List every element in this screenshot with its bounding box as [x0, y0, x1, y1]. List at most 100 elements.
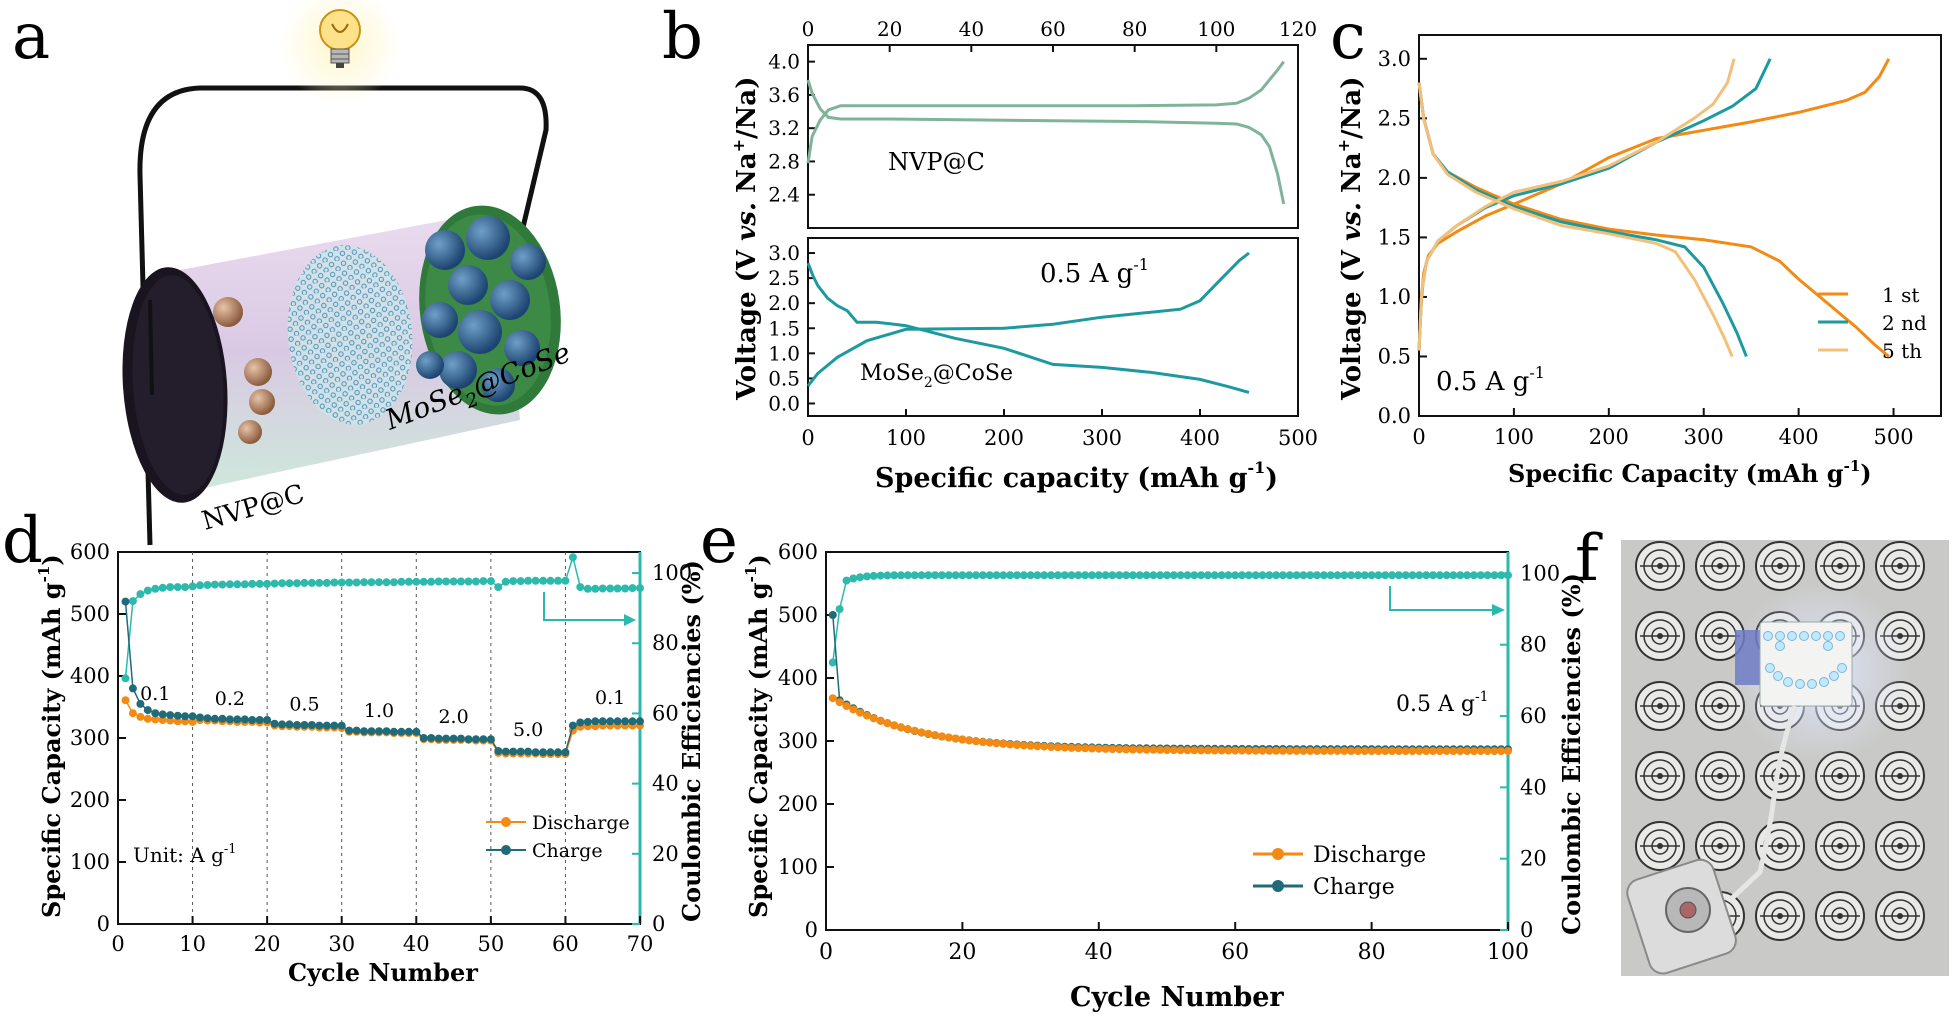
- d-x-axis-label: Cycle Number: [288, 958, 478, 987]
- e-point-discharge: [849, 705, 858, 714]
- e-y2-tick-label: 80: [1520, 633, 1547, 657]
- e-point-discharge: [897, 723, 905, 732]
- d-y-tick-label: 300: [70, 726, 110, 750]
- legend-e-discharge: Discharge: [1313, 843, 1426, 868]
- c-x-axis-label: Specific Capacity (mAh g-1): [1508, 457, 1872, 488]
- led-dot: [1811, 631, 1821, 641]
- e-point-discharge: [937, 732, 946, 741]
- d-point-ce: [330, 578, 339, 587]
- e-point-discharge: [869, 714, 878, 723]
- e-point-ce: [1258, 571, 1267, 580]
- d-point-ce: [128, 597, 137, 606]
- photo-target-icon: [1695, 751, 1745, 801]
- d-point-discharge: [173, 717, 182, 726]
- d-point-charge: [181, 712, 190, 721]
- e-point-ce: [1033, 571, 1042, 580]
- photo-target-icon: [1815, 541, 1865, 591]
- plot-frame-c: [1418, 34, 1942, 417]
- d-point-charge: [412, 727, 421, 736]
- d-point-ce: [166, 583, 175, 592]
- e-point-discharge: [1244, 746, 1253, 755]
- d-point-ce: [568, 553, 577, 562]
- e-point-ce: [903, 571, 912, 580]
- d-y2-tick-label: 60: [652, 701, 679, 725]
- d-y2-axis-label: Coulombic Efficiencies (%): [677, 560, 706, 922]
- d-point-ce: [554, 576, 562, 585]
- d-point-ce: [307, 578, 316, 587]
- d-point-ce: [546, 576, 555, 585]
- c-y-tick-label: 1.0: [1378, 285, 1411, 309]
- d-point-ce: [471, 577, 480, 586]
- e-point-ce: [1354, 571, 1362, 580]
- e-point-discharge: [1238, 746, 1246, 755]
- led-dot: [1819, 677, 1829, 687]
- e-point-ce: [1340, 571, 1349, 580]
- e-point-ce: [917, 571, 926, 580]
- d-y-tick-label: 400: [70, 664, 110, 688]
- e-y-tick-label: 100: [778, 855, 818, 879]
- d-point-charge: [367, 727, 376, 736]
- d-y2-tick-label: 20: [652, 842, 679, 866]
- e-point-discharge: [978, 738, 987, 746]
- e-y-tick-label: 400: [778, 666, 818, 690]
- d-point-discharge: [121, 696, 130, 705]
- c-y-tick-label: 0.5: [1378, 344, 1411, 368]
- legend-d-charge: Charge: [532, 840, 603, 862]
- b-bottom-y-tick-label: 1.0: [768, 341, 800, 365]
- d-point-charge: [568, 721, 577, 730]
- e-point-discharge: [1006, 740, 1015, 749]
- d-point-ce: [389, 578, 398, 587]
- e-point-ce: [965, 571, 974, 580]
- d-point-charge: [330, 721, 339, 730]
- led-dot: [1837, 663, 1847, 673]
- d-point-ce: [457, 577, 465, 586]
- d-point-ce: [561, 576, 570, 585]
- b-top-y-tick-label: 3.6: [768, 83, 800, 107]
- d-point-charge: [554, 748, 562, 757]
- e-point-discharge: [890, 721, 899, 730]
- d-point-ce: [449, 577, 458, 586]
- e-point-discharge: [1354, 747, 1362, 755]
- e-point-ce: [1497, 571, 1506, 580]
- e-point-ce: [835, 605, 844, 614]
- c-x-tick-label: 400: [1779, 425, 1819, 449]
- b-bottom-series: [806, 251, 1250, 394]
- d-point-ce: [210, 580, 219, 589]
- d-point-charge: [225, 715, 234, 724]
- legend-c-2nd: 2 nd: [1882, 311, 1927, 335]
- d-point-charge: [621, 717, 630, 726]
- e-point-discharge: [1340, 746, 1349, 755]
- d-point-ce: [516, 577, 525, 586]
- led-dot: [1765, 663, 1775, 673]
- e-point-discharge: [1026, 741, 1035, 750]
- plot-frame-b-top: [807, 44, 1299, 229]
- e-point-discharge: [1019, 741, 1028, 750]
- d-y-tick-label: 600: [70, 540, 110, 564]
- d-point-charge: [263, 716, 272, 724]
- e-x-tick-label: 60: [1221, 940, 1249, 965]
- e-point-discharge: [944, 733, 953, 742]
- e-point-discharge: [1306, 746, 1315, 755]
- e-point-ce: [937, 571, 946, 580]
- anode-particles: [213, 297, 275, 444]
- d-point-ce: [412, 577, 421, 586]
- e-point-ce: [1176, 571, 1185, 580]
- e-point-discharge: [862, 711, 871, 720]
- led-dot: [1807, 679, 1817, 689]
- d-point-charge: [531, 748, 540, 757]
- lightbulb-icon: [319, 9, 361, 68]
- e-point-discharge: [1422, 747, 1431, 755]
- d-point-charge: [457, 734, 465, 743]
- e-point-discharge: [1490, 747, 1499, 756]
- d-point-charge: [561, 748, 570, 757]
- b-top-x-tick-label: 60: [1040, 17, 1065, 41]
- c-x-tick-label: 300: [1684, 425, 1724, 449]
- e-point-discharge: [842, 702, 851, 710]
- panel-letter-c: c: [1330, 0, 1366, 74]
- e-line-ce: [832, 574, 1508, 663]
- e-point-discharge: [1210, 746, 1219, 755]
- b-bottom-curve-0: [806, 262, 1250, 394]
- e-ce-arrowhead: [1492, 604, 1505, 616]
- d-point-charge: [360, 727, 369, 736]
